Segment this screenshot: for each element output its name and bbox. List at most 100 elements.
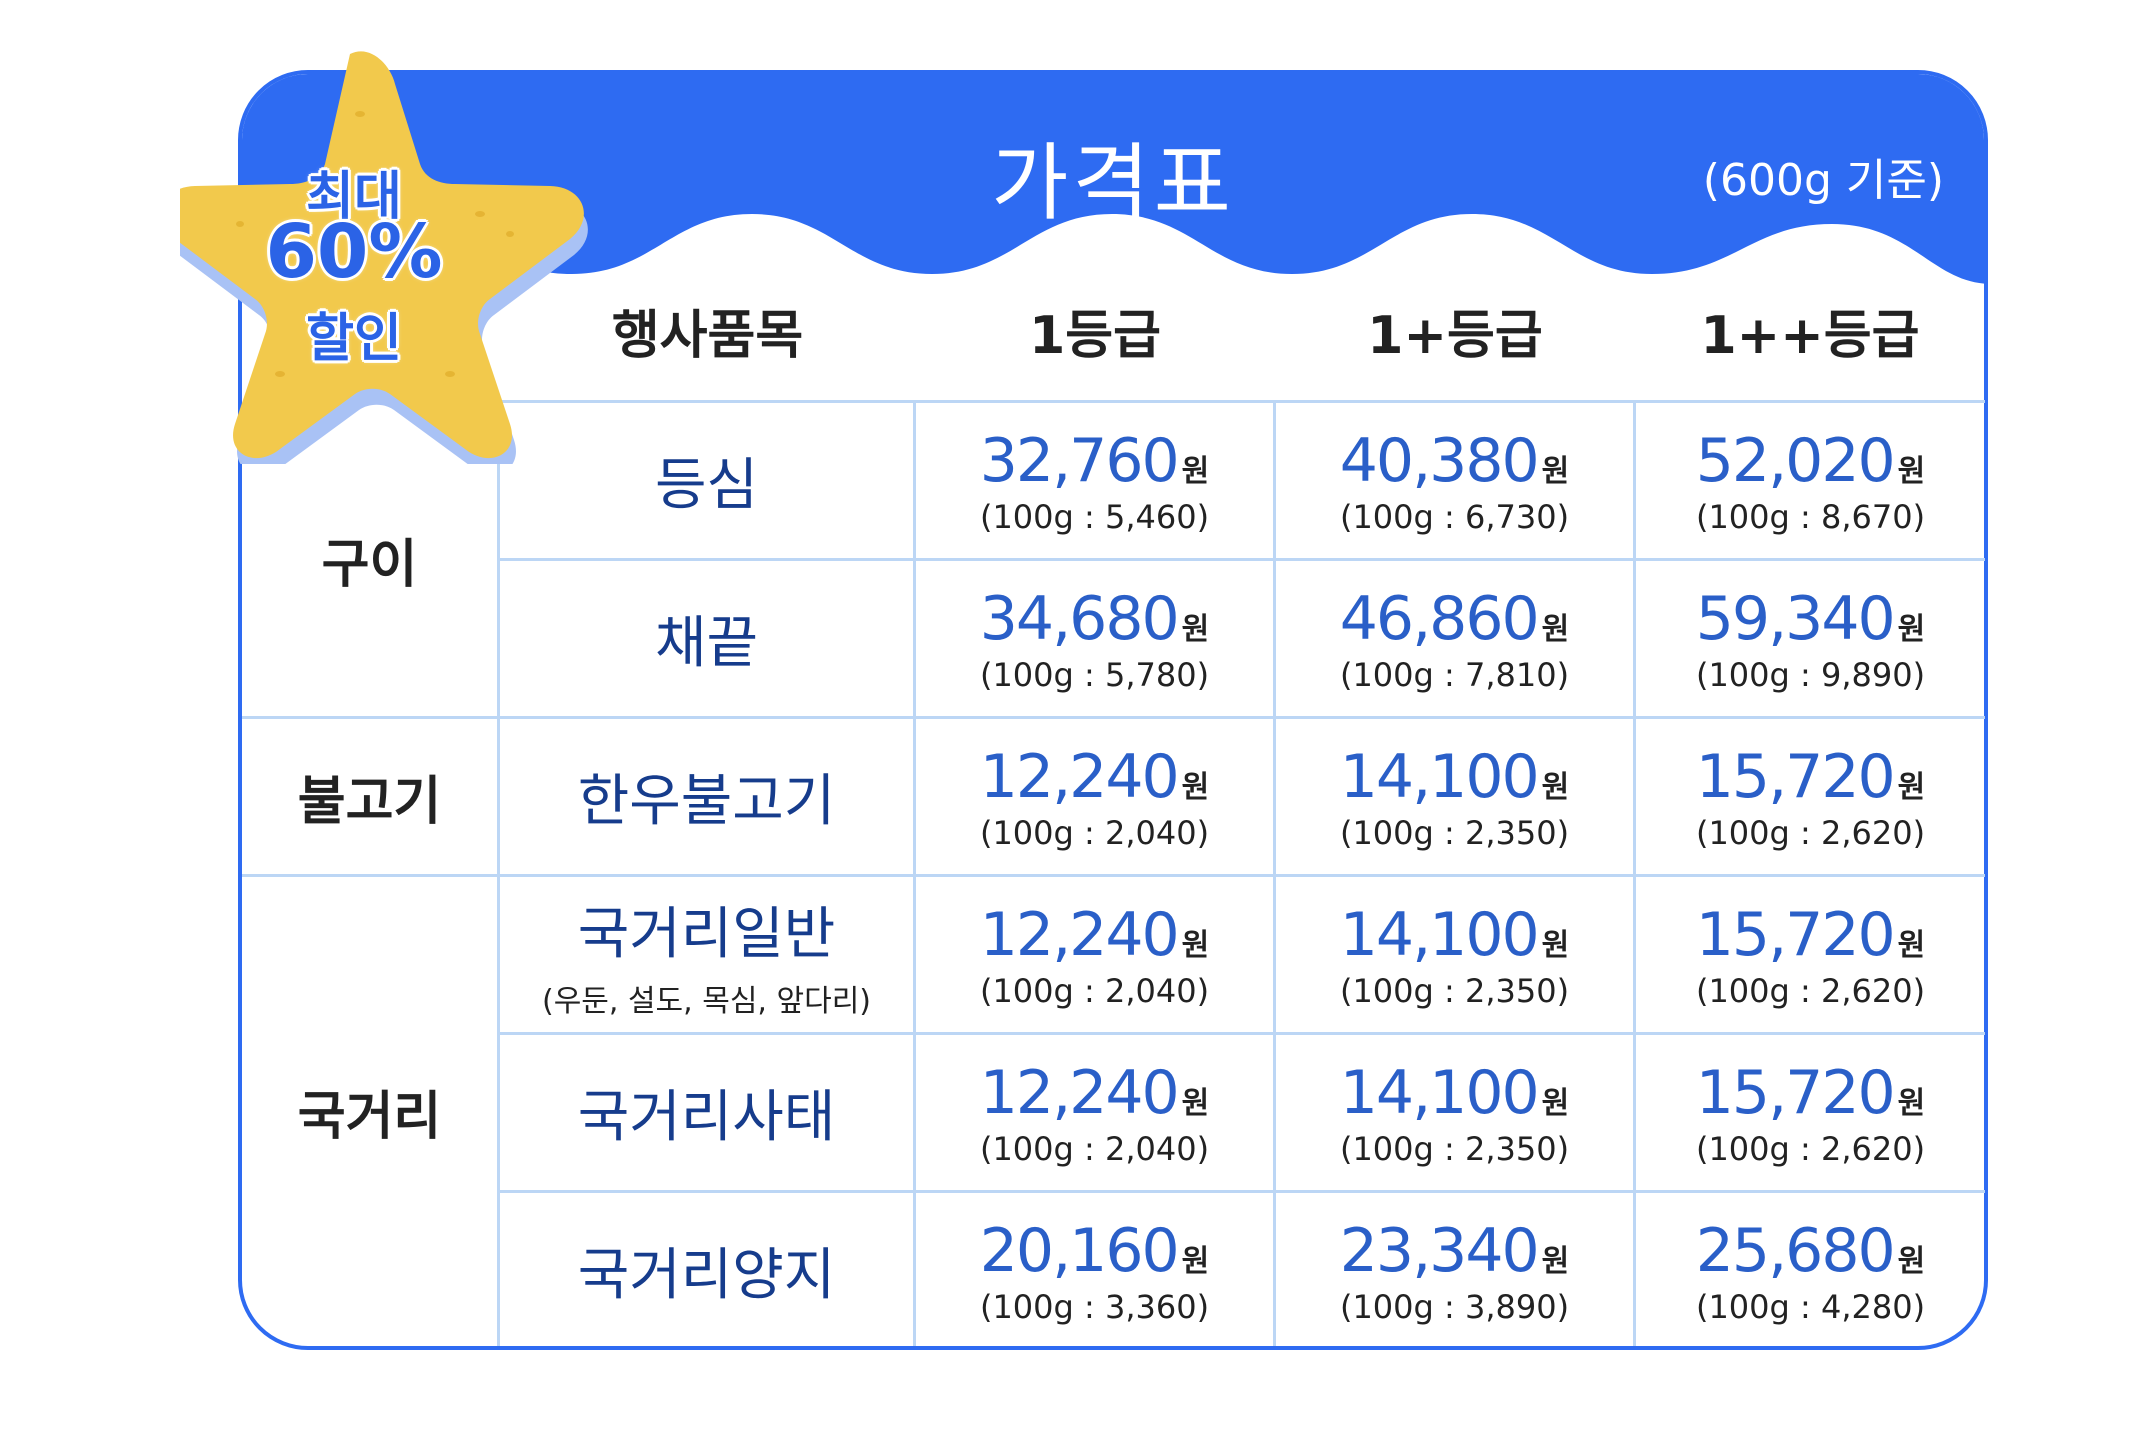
price-per-100g: (100g : 2,040): [979, 1129, 1210, 1168]
header-grade-1: 1등급: [1029, 305, 1161, 366]
price-cell: 15,720 원 (100g : 2,620): [1636, 1035, 1985, 1190]
currency-unit: 원: [1181, 927, 1210, 963]
grid-line-h: [497, 1190, 1985, 1193]
price-cell: 14,100 원 (100g : 2,350): [1276, 719, 1633, 874]
price-line: 46,860 원: [1340, 584, 1570, 654]
price-amount: 14,100: [1339, 899, 1540, 970]
grid-line-v: [497, 400, 500, 1346]
price-amount: 25,680: [1695, 1215, 1896, 1286]
price-amount: 59,340: [1695, 583, 1896, 654]
item-name: 국거리일반: [577, 902, 836, 967]
currency-unit: 원: [1897, 611, 1926, 647]
star-badge-icon: [180, 51, 588, 464]
price-cell: 15,720 원 (100g : 2,620): [1636, 877, 1985, 1032]
currency-unit: 원: [1897, 1243, 1926, 1279]
item-cell: 국거리사태: [500, 1035, 913, 1190]
price-line: 52,020 원: [1696, 426, 1926, 496]
price-line: 40,380 원: [1340, 426, 1570, 496]
currency-unit: 원: [1541, 453, 1570, 489]
price-line: 20,160 원: [980, 1216, 1210, 1286]
price-line: 15,720 원: [1696, 742, 1926, 812]
price-amount: 14,100: [1339, 741, 1540, 812]
price-cell: 32,760 원 (100g : 5,460): [916, 403, 1273, 558]
price-cell: 12,240 원 (100g : 2,040): [916, 719, 1273, 874]
currency-unit: 원: [1181, 1085, 1210, 1121]
price-line: 12,240 원: [980, 1058, 1210, 1128]
grid-line-h: [497, 400, 1985, 403]
price-amount: 14,100: [1339, 1057, 1540, 1128]
price-per-100g: (100g : 2,620): [1695, 1129, 1926, 1168]
currency-unit: 원: [1541, 1085, 1570, 1121]
price-amount: 15,720: [1695, 899, 1896, 970]
currency-unit: 원: [1897, 927, 1926, 963]
price-line: 59,340 원: [1696, 584, 1926, 654]
currency-unit: 원: [1897, 453, 1926, 489]
price-amount: 23,340: [1339, 1215, 1540, 1286]
price-line: 32,760 원: [980, 426, 1210, 496]
price-per-100g: (100g : 6,730): [1339, 497, 1570, 536]
price-cell: 12,240 원 (100g : 2,040): [916, 1035, 1273, 1190]
currency-unit: 원: [1181, 1243, 1210, 1279]
currency-unit: 원: [1541, 1243, 1570, 1279]
price-cell: 12,240 원 (100g : 2,040): [916, 877, 1273, 1032]
item-name: 등심: [654, 453, 759, 518]
grid-line-v: [1633, 400, 1636, 1346]
weight-basis-label: (600g 기준): [1702, 155, 1944, 206]
price-amount: 40,380: [1339, 425, 1540, 496]
price-per-100g: (100g : 7,810): [1339, 655, 1570, 694]
card-header: 가격표 (600g 기준): [242, 74, 1984, 334]
header-grade-1plus: 1+등급: [1367, 305, 1543, 366]
grid-line-h: [497, 1032, 1985, 1035]
item-name: 국거리양지: [577, 1243, 836, 1308]
item-cell: 한우불고기: [500, 719, 913, 874]
grid-line-v: [1273, 400, 1276, 1346]
price-per-100g: (100g : 2,350): [1339, 971, 1570, 1010]
price-per-100g: (100g : 8,670): [1695, 497, 1926, 536]
price-cell: 40,380 원 (100g : 6,730): [1276, 403, 1633, 558]
grid-line-h: [242, 716, 1985, 719]
category-grill: 구이: [321, 535, 418, 595]
price-cell: 15,720 원 (100g : 2,620): [1636, 719, 1985, 874]
price-cell: 34,680 원 (100g : 5,780): [916, 561, 1273, 716]
page-title: 가격표: [991, 134, 1235, 232]
item-name: 채끝: [654, 611, 759, 676]
item-cell: 국거리일반 (우둔, 설도, 목심, 앞다리): [500, 877, 913, 1032]
currency-unit: 원: [1541, 769, 1570, 805]
price-line: 14,100 원: [1340, 1058, 1570, 1128]
price-per-100g: (100g : 4,280): [1695, 1287, 1926, 1326]
price-line: 34,680 원: [980, 584, 1210, 654]
price-per-100g: (100g : 5,780): [979, 655, 1210, 694]
price-per-100g: (100g : 2,040): [979, 813, 1210, 852]
price-amount: 34,680: [979, 583, 1180, 654]
price-line: 23,340 원: [1340, 1216, 1570, 1286]
grid-line-h: [242, 874, 1985, 877]
price-amount: 52,020: [1695, 425, 1896, 496]
price-amount: 12,240: [979, 741, 1180, 812]
price-cell: 52,020 원 (100g : 8,670): [1636, 403, 1985, 558]
price-per-100g: (100g : 5,460): [979, 497, 1210, 536]
category-bulgogi: 불고기: [297, 772, 442, 832]
price-amount: 12,240: [979, 1057, 1180, 1128]
price-amount: 12,240: [979, 899, 1180, 970]
grid-line-v: [913, 400, 916, 1346]
price-per-100g: (100g : 9,890): [1695, 655, 1926, 694]
price-amount: 20,160: [979, 1215, 1180, 1286]
item-sub: (우둔, 설도, 목심, 앞다리): [541, 984, 872, 1019]
currency-unit: 원: [1541, 611, 1570, 647]
currency-unit: 원: [1541, 927, 1570, 963]
price-per-100g: (100g : 2,040): [979, 971, 1210, 1010]
price-cell: 23,340 원 (100g : 3,890): [1276, 1193, 1633, 1348]
price-amount: 15,720: [1695, 741, 1896, 812]
price-cell: 14,100 원 (100g : 2,350): [1276, 877, 1633, 1032]
price-per-100g: (100g : 2,350): [1339, 813, 1570, 852]
currency-unit: 원: [1181, 769, 1210, 805]
price-line: 15,720 원: [1696, 900, 1926, 970]
item-cell: 국거리양지: [500, 1193, 913, 1348]
item-cell: 채끝: [500, 561, 913, 716]
price-cell: 46,860 원 (100g : 7,810): [1276, 561, 1633, 716]
price-table-card: 가격표 (600g 기준): [238, 70, 1988, 1350]
price-line: 14,100 원: [1340, 900, 1570, 970]
currency-unit: 원: [1897, 769, 1926, 805]
price-line: 15,720 원: [1696, 1058, 1926, 1128]
price-line: 25,680 원: [1696, 1216, 1926, 1286]
